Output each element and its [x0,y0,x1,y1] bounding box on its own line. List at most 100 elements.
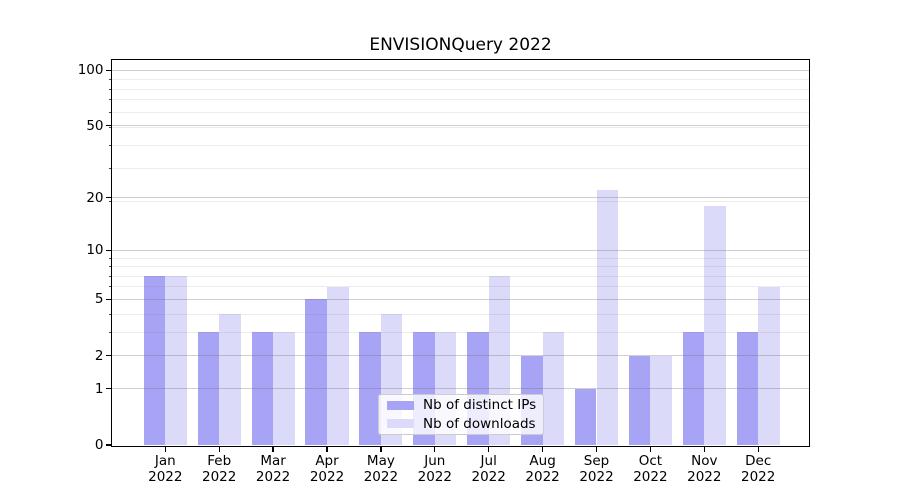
bar-distinct-ips-sep [574,388,597,445]
x-tick-label-dec: Dec 2022 [726,453,790,485]
legend-item-distinct-ips: Nb of distinct IPs [387,397,543,413]
minor-gridline-y-59 [112,111,809,113]
y-minor-tick-6 [108,286,112,288]
x-tick-label-sep: Sep 2022 [565,453,629,485]
bar-downloads-oct [650,355,672,445]
y-minor-tick-19 [108,201,112,203]
x-tick-label-mar: Mar 2022 [241,453,305,485]
legend: Nb of distinct IPs Nb of downloads [378,394,544,435]
x-tick-oct [649,446,652,453]
x-tick-year-nov: 2022 [687,469,722,485]
x-tick-jul [488,446,490,453]
x-tick-year-feb: 2022 [202,469,237,485]
x-tick-label-feb: Feb 2022 [187,453,251,485]
y-tick-1 [106,388,112,390]
bar-distinct-ips-may [359,332,381,445]
bar-distinct-ips-oct [628,355,651,445]
y-tick-100 [106,69,112,71]
minor-gridline-y-69 [112,99,809,101]
x-tick-year-mar: 2022 [255,469,291,485]
x-tick-jan [164,446,166,453]
gridline-y-1 [112,388,809,390]
y-tick-20 [106,197,112,199]
y-tick-0 [106,444,112,446]
minor-gridline-y-9 [112,257,809,259]
bar-distinct-ips-mar [251,332,274,445]
y-tick-label-5: 5 [94,291,104,308]
y-minor-tick-39 [108,144,112,146]
x-tick-label-aug: Aug 2022 [511,453,575,485]
bar-downloads-mar [273,332,295,445]
y-tick-5 [106,298,112,301]
minor-gridline-y-3 [112,331,809,333]
minor-gridline-y-39 [112,144,809,146]
bar-downloads-aug [542,332,565,445]
y-minor-tick-3 [108,331,112,333]
y-tick-label-100: 100 [77,62,104,79]
x-tick-aug [541,446,544,453]
bar-distinct-ips-feb [197,332,220,445]
minor-gridline-y-19 [112,201,809,203]
y-tick-10 [106,249,112,251]
bar-downloads-sep [596,190,619,445]
gridline-y-10 [112,249,809,251]
bar-downloads-apr [327,286,349,445]
x-tick-label-may: May 2022 [349,453,413,485]
y-minor-tick-29 [108,168,112,170]
bar-downloads-nov [704,205,726,445]
y-tick-label-1: 1 [94,380,104,397]
x-tick-label-nov: Nov 2022 [672,453,736,485]
y-minor-tick-69 [108,99,112,101]
bar-downloads-feb [219,314,241,445]
x-tick-label-jan: Jan 2022 [133,453,197,485]
legend-label-distinct-ips: Nb of distinct IPs [423,397,537,414]
x-tick-apr [326,446,328,453]
y-minor-tick-49 [108,126,112,128]
x-tick-dec [757,446,759,453]
legend-label-downloads: Nb of downloads [423,415,536,432]
y-minor-tick-79 [108,88,112,90]
y-minor-tick-9 [108,257,112,259]
y-tick-label-10: 10 [86,242,104,259]
x-tick-year-jun: 2022 [417,469,452,485]
gridline-y-20 [112,197,809,199]
x-tick-year-aug: 2022 [525,469,560,485]
y-tick-label-2: 2 [94,347,104,364]
gridline-y-5 [112,298,809,300]
minor-gridline-y-79 [112,88,809,90]
gridline-y-50 [112,125,809,127]
x-tick-year-may: 2022 [363,469,399,485]
y-minor-tick-89 [108,79,112,81]
x-tick-nov [703,446,705,453]
x-tick-jun [434,446,436,453]
chart-title: ENVISIONQuery 2022 [369,35,552,55]
y-tick-label-20: 20 [86,189,104,206]
legend-swatch-distinct-ips [387,400,414,410]
x-tick-year-jul: 2022 [471,469,506,485]
y-minor-tick-4 [108,313,112,315]
plot-area [111,58,810,447]
y-tick-2 [106,355,112,357]
y-minor-tick-7 [108,275,112,277]
x-tick-year-sep: 2022 [579,469,614,485]
legend-swatch-downloads [387,419,414,429]
bar-downloads-jan [165,276,187,445]
x-tick-may [380,446,382,453]
bar-distinct-ips-nov [682,332,705,445]
gridline-y-2 [112,355,809,357]
bar-distinct-ips-apr [305,299,327,445]
x-tick-label-jul: Jul 2022 [457,453,521,485]
y-tick-label-50: 50 [86,117,104,134]
minor-gridline-y-8 [112,266,809,268]
x-tick-year-oct: 2022 [633,469,668,485]
bar-downloads-dec [758,286,780,445]
x-tick-feb [218,446,220,453]
x-tick-label-oct: Oct 2022 [618,453,682,485]
x-tick-year-apr: 2022 [309,469,345,485]
bar-distinct-ips-jan [143,276,166,445]
y-tick-50 [106,125,112,127]
minor-gridline-y-6 [112,286,809,288]
x-tick-year-dec: 2022 [741,469,776,485]
